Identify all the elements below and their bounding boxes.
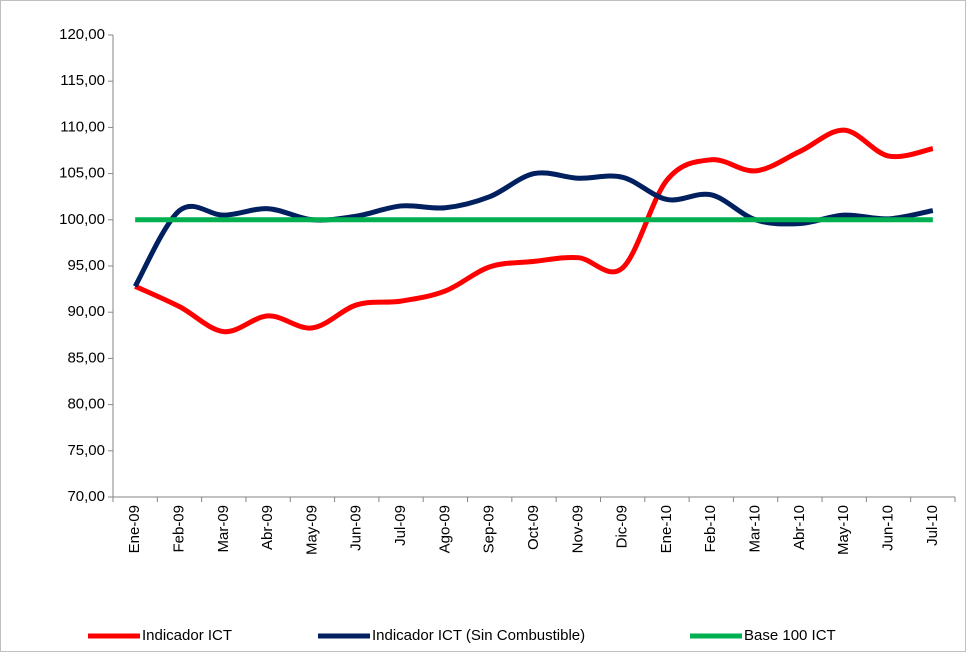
y-tick-label: 105,00 <box>59 165 105 182</box>
x-tick-label: Jun-09 <box>348 505 365 551</box>
legend-label: Base 100 ICT <box>744 627 836 644</box>
x-tick-label: Sep-09 <box>481 505 498 553</box>
x-tick-label: Abr-10 <box>791 505 808 550</box>
x-tick-label: Ene-09 <box>126 505 143 553</box>
y-tick-label: 100,00 <box>59 211 105 228</box>
x-tick-label: Mar-09 <box>215 505 232 553</box>
x-tick-label: Ene-10 <box>658 505 675 553</box>
y-tick-label: 120,00 <box>59 26 105 43</box>
series-line <box>134 127 934 335</box>
x-tick-label: Jul-09 <box>392 505 409 546</box>
legend-label: Indicador ICT <box>142 627 232 644</box>
x-tick-label: Oct-09 <box>525 505 542 550</box>
x-tick-label: May-09 <box>303 505 320 555</box>
x-tick-label: Nov-09 <box>569 505 586 553</box>
series-line <box>132 170 934 288</box>
x-tick-label: Mar-10 <box>747 505 764 553</box>
x-tick-label: Jun-10 <box>879 505 896 551</box>
x-tick-label: Feb-10 <box>702 505 719 553</box>
x-tick-label: Jul-10 <box>924 505 941 546</box>
x-tick-label: Ago-09 <box>436 505 453 553</box>
x-tick-label: Abr-09 <box>259 505 276 550</box>
y-tick-label: 95,00 <box>67 257 105 274</box>
legend-label: Indicador ICT (Sin Combustible) <box>372 627 585 644</box>
x-tick-label: May-10 <box>835 505 852 555</box>
x-tick-label: Feb-09 <box>170 505 187 553</box>
y-tick-label: 110,00 <box>60 118 105 135</box>
y-tick-label: 70,00 <box>67 488 105 505</box>
y-tick-label: 90,00 <box>67 303 105 320</box>
y-tick-label: 75,00 <box>67 442 105 459</box>
y-tick-label: 80,00 <box>67 396 105 413</box>
x-tick-label: Dic-09 <box>614 505 631 548</box>
y-tick-label: 85,00 <box>67 349 105 366</box>
y-tick-label: 115,00 <box>60 72 105 89</box>
